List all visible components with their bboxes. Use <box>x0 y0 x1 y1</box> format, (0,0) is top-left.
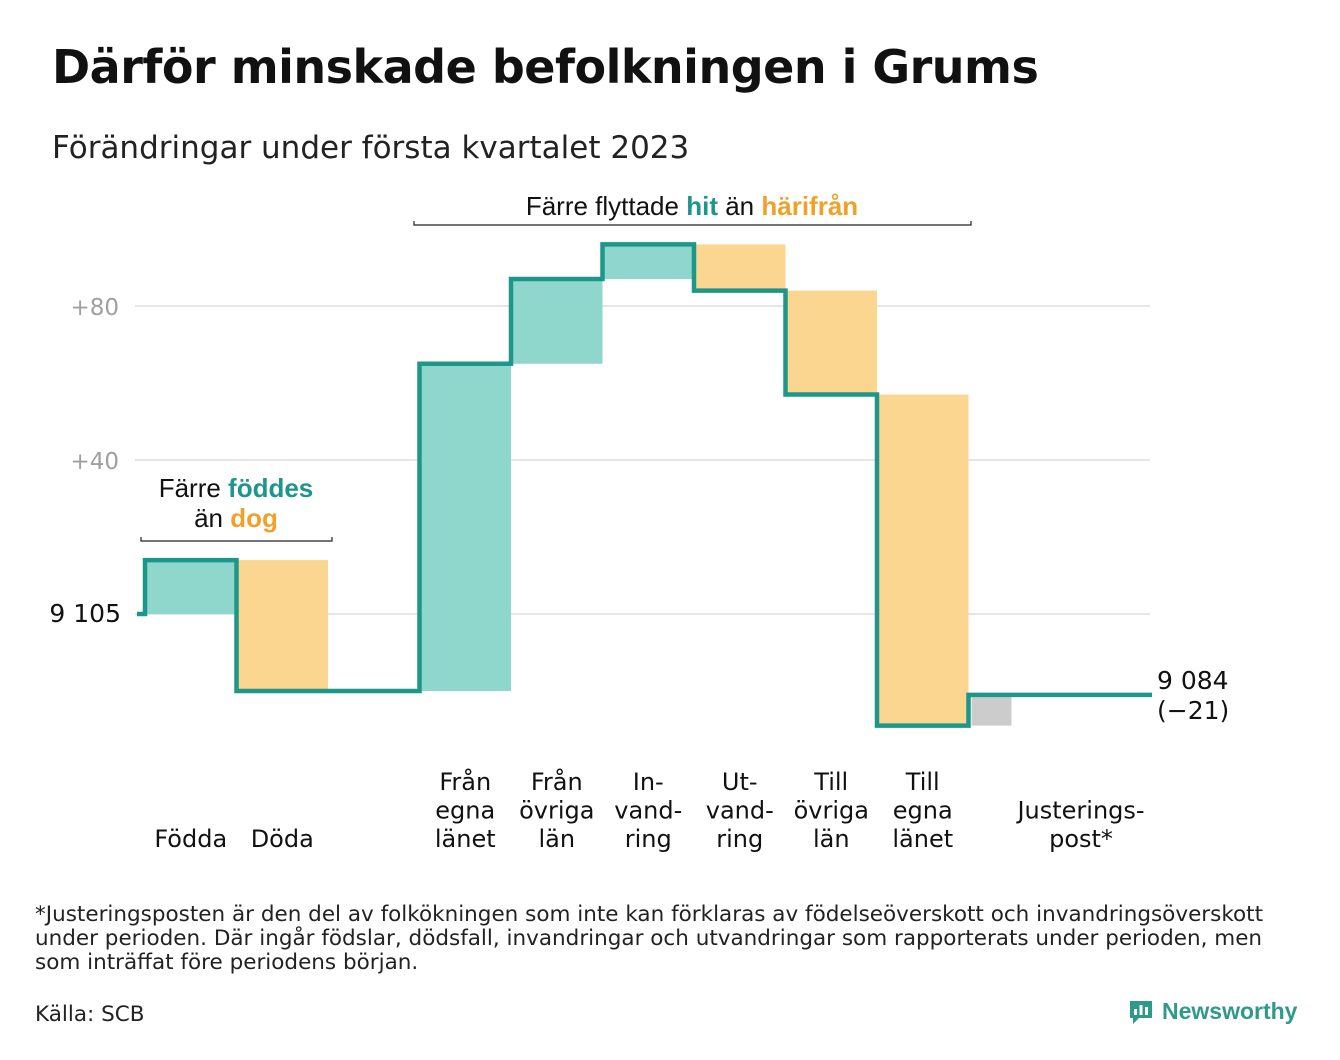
waterfall-bar <box>694 244 786 291</box>
category-label: Från <box>531 767 583 796</box>
waterfall-bar <box>877 394 969 726</box>
category-label: In- <box>633 768 664 796</box>
category-label: Till <box>905 768 940 796</box>
waterfall-bar <box>236 560 328 691</box>
footnote: *Justeringsposten är den del av folkökni… <box>35 902 1264 975</box>
category-label: ring <box>625 825 672 853</box>
chart-title: Därför minskade befolkningen i Grums <box>52 40 1039 94</box>
waterfall-bar <box>971 694 1012 726</box>
category-label: egna <box>893 797 953 825</box>
waterfall-bar <box>785 290 877 395</box>
category-label: vand- <box>706 797 774 825</box>
source-note: Källa: SCB <box>35 1002 145 1027</box>
category-label: Ut- <box>722 768 758 796</box>
category-label: övriga <box>519 797 594 825</box>
annotation-text: Färre föddes <box>159 473 314 503</box>
brand-name: Newsworthy <box>1162 998 1298 1024</box>
category-label: Till <box>813 768 848 796</box>
start-value-label: 9 105 <box>49 599 121 628</box>
waterfall-bar <box>511 279 603 364</box>
cumulative-line <box>137 242 1152 728</box>
category-label: Födda <box>154 825 227 853</box>
category-label: Justerings- <box>1015 797 1144 825</box>
y-tick-label: +80 <box>70 295 119 321</box>
category-label: Från <box>439 767 491 796</box>
y-tick-label: +40 <box>70 449 119 475</box>
annotation-bracket <box>140 537 333 542</box>
category-label: övriga <box>794 797 869 825</box>
annotation-bracket <box>413 221 972 226</box>
annotation-text: Färre flyttade hit än härifrån <box>526 191 858 221</box>
category-label: ring <box>716 825 763 853</box>
category-label: län <box>813 825 850 853</box>
brand-logo: Newsworthy <box>1128 998 1297 1025</box>
category-label: Döda <box>251 825 314 853</box>
category-label: län <box>538 825 575 853</box>
chart-subtitle: Förändringar under första kvartalet 2023 <box>52 130 690 166</box>
waterfall-bar <box>602 244 694 280</box>
category-label: länet <box>892 825 953 853</box>
annotation-text: än dog <box>194 503 278 533</box>
category-label: egna <box>435 797 495 825</box>
end-change-label: (−21) <box>1157 696 1229 725</box>
waterfall-bar <box>419 363 511 691</box>
category-label: länet <box>435 825 496 853</box>
waterfall-bar <box>145 560 237 614</box>
category-label: vand- <box>614 797 682 825</box>
end-value-label: 9 084 <box>1157 666 1229 695</box>
newsworthy-icon <box>1130 1000 1152 1024</box>
category-label: post* <box>1049 825 1113 853</box>
